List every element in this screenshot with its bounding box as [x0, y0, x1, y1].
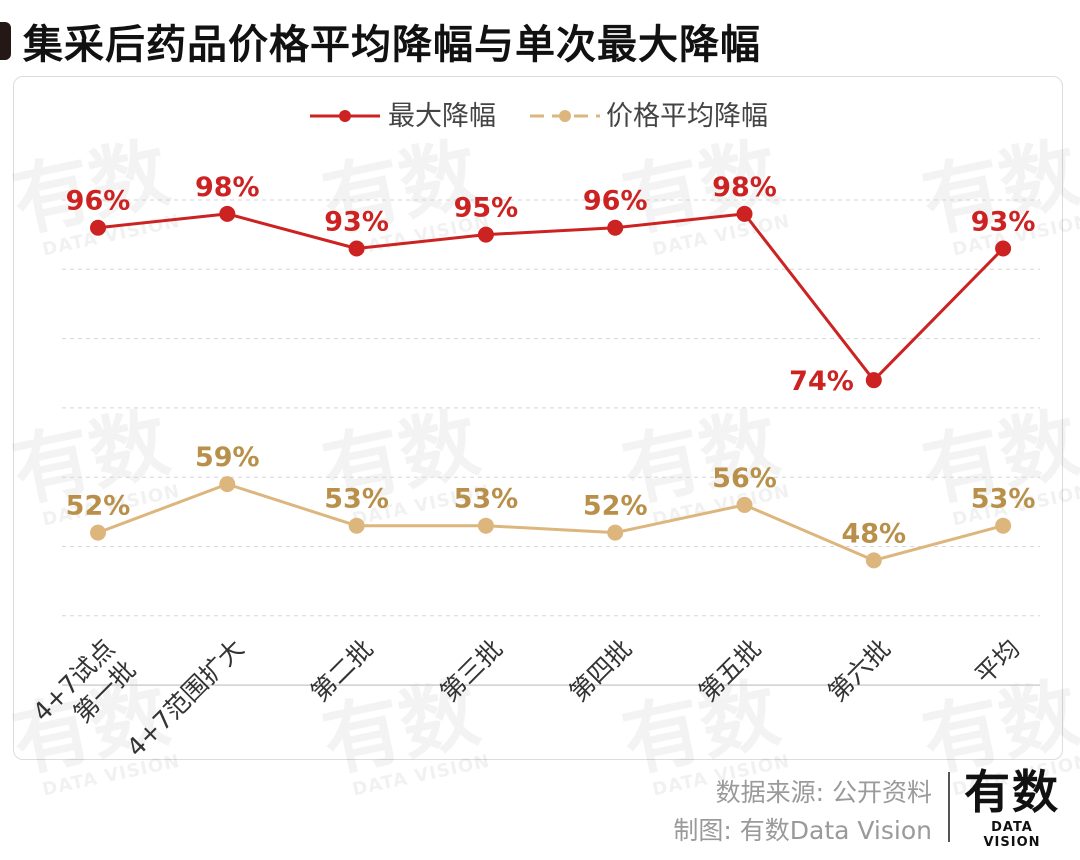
data-label: 59%: [195, 442, 260, 473]
series-line-avg: [97, 482, 1004, 562]
brand-logo-sub: DATA VISION: [983, 820, 1041, 850]
data-label: 74%: [789, 366, 854, 397]
data-point: [477, 226, 494, 243]
brand-logo-main: 有数: [964, 765, 1060, 819]
data-point: [348, 240, 365, 257]
data-label: 95%: [454, 193, 519, 224]
data-label: 53%: [454, 484, 519, 515]
title-accent-bar: [0, 22, 11, 60]
legend-item-avg: 价格平均降幅: [530, 101, 768, 132]
source-note: 数据来源: 公开资料: [715, 778, 932, 807]
data-point: [90, 219, 106, 236]
legend-marker-avg: [559, 110, 571, 122]
data-label: 96%: [583, 186, 648, 217]
data-label: 48%: [841, 518, 906, 549]
chart-panel: [13, 76, 1063, 760]
x-tick-text: 第六批: [822, 634, 896, 708]
data-point: [865, 552, 882, 569]
data-point: [995, 517, 1012, 534]
legend-marker-max: [339, 110, 351, 122]
legend: 最大降幅 价格平均降幅: [310, 101, 768, 132]
data-point: [607, 524, 624, 541]
series-layer: 96% 98% 93% 95% 96% 98% 74% 93% 52% 59% 53% 53% 52% 5…: [66, 172, 1036, 569]
credit-note: 制图: 有数Data Vision: [673, 816, 932, 845]
data-point: [348, 517, 365, 534]
data-label: 93%: [971, 207, 1036, 238]
brand-logo: 有数 DATA VISION: [962, 766, 1062, 850]
data-point: [736, 496, 753, 513]
data-label: 93%: [324, 207, 389, 238]
brand-divider: [948, 772, 950, 842]
data-label: 98%: [712, 172, 777, 203]
legend-label-avg: 价格平均降幅: [606, 101, 768, 132]
data-label: 52%: [583, 491, 648, 522]
x-tick-label: 第六批: [822, 634, 896, 708]
x-tick-text: 第四批: [564, 634, 638, 708]
data-point: [477, 517, 494, 534]
data-label: 53%: [324, 484, 389, 515]
data-point: [90, 524, 106, 541]
data-point: [607, 219, 624, 236]
data-point: [219, 205, 236, 222]
data-label: 98%: [195, 172, 260, 203]
data-point: [995, 240, 1012, 257]
data-point: [736, 205, 753, 222]
legend-item-max: 最大降幅: [310, 101, 496, 132]
x-tick-label: 第四批: [564, 634, 638, 708]
data-label: 56%: [712, 463, 777, 494]
title-bar: 集采后药品价格平均降幅与单次最大降幅: [0, 6, 761, 76]
data-label: 96%: [66, 186, 131, 217]
chart-title: 集采后药品价格平均降幅与单次最大降幅: [23, 22, 761, 68]
data-label: 53%: [971, 484, 1036, 515]
data-point: [219, 476, 236, 493]
legend-label-max: 最大降幅: [388, 101, 496, 132]
series-line-max: [97, 212, 1005, 382]
data-point: [865, 372, 882, 389]
data-label: 52%: [66, 491, 131, 522]
